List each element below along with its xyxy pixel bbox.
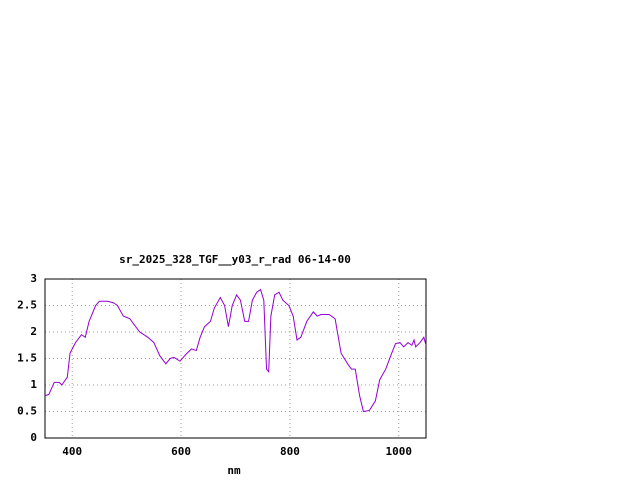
- y-tick-label: 3: [30, 272, 37, 285]
- y-tick-label: 2: [30, 325, 37, 338]
- x-tick-label: 400: [62, 445, 82, 458]
- chart-title: sr_2025_328_TGF__y03_r_rad 06-14-00: [119, 253, 351, 266]
- x-tick-label: 1000: [386, 445, 413, 458]
- y-tick-label: 0.5: [17, 405, 37, 418]
- y-tick-label: 1.5: [17, 352, 37, 365]
- x-axis-label: nm: [227, 464, 241, 477]
- plot-frame: [44, 278, 427, 439]
- x-tick-label: 800: [280, 445, 300, 458]
- y-tick-label: 1: [30, 378, 37, 391]
- x-tick-label: 600: [171, 445, 191, 458]
- data-line: [44, 288, 427, 413]
- y-tick-label: 2.5: [17, 299, 37, 312]
- y-tick-label: 0: [30, 431, 37, 444]
